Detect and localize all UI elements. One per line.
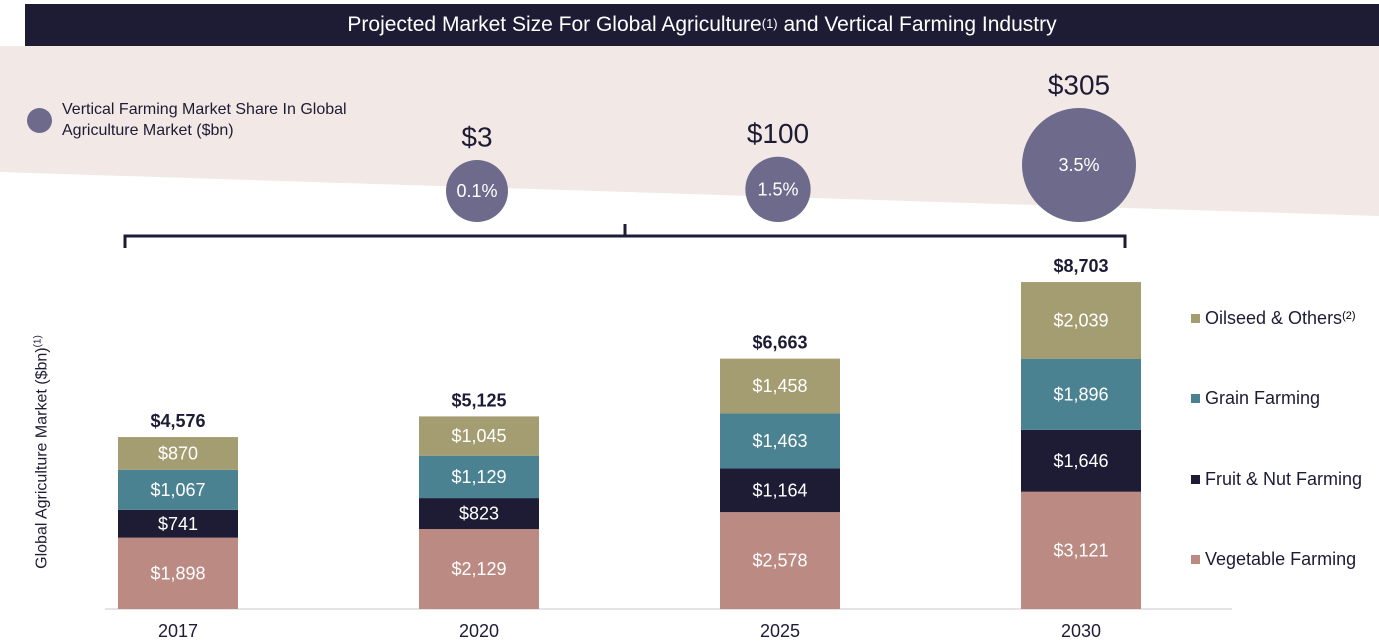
data-label-vegetable-farming-2030: $3,121 (1053, 540, 1108, 560)
data-label-oilseed-others-2017: $870 (158, 443, 198, 463)
bubble-legend-label: Vertical Farming Market Share In Global … (62, 101, 347, 139)
bar-oilseed-others-2017 (118, 437, 238, 470)
bubble-2030 (1022, 108, 1136, 222)
x-tick-2020: 2020 (459, 621, 499, 641)
data-label-fruit-nut-farming-2017: $741 (158, 514, 198, 534)
x-tick-2025: 2025 (760, 621, 800, 641)
x-tick-2030: 2030 (1061, 621, 1101, 641)
bar-fruit-nut-farming-2017 (118, 509, 238, 538)
legend-label-vegetable: Vegetable Farming (1205, 549, 1357, 569)
legend-footnote-oilseed: (2) (1342, 309, 1356, 322)
data-label-grain-farming-2025: $1,463 (752, 431, 807, 451)
legend-swatch-fruit-nut (1191, 475, 1200, 484)
legend-swatch-grain (1191, 394, 1200, 403)
bar-vegetable-farming-2025 (720, 512, 840, 609)
total-label-2020: $5,125 (451, 390, 506, 410)
bubble-value-label-2020: $3 (461, 122, 492, 153)
total-label-2030: $8,703 (1053, 256, 1108, 276)
legend-label-grain: Grain Farming (1205, 388, 1321, 408)
bubble-value-label-2030: $305 (1048, 70, 1110, 101)
data-label-fruit-nut-farming-2030: $1,646 (1053, 451, 1108, 471)
chart-title-footnote: (1) (761, 15, 778, 31)
data-label-oilseed-others-2030: $2,039 (1053, 310, 1108, 330)
bar-grain-farming-2030 (1021, 358, 1141, 430)
bubble-2020 (446, 160, 508, 222)
bar-grain-farming-2020 (419, 455, 539, 499)
total-label-2025: $6,663 (752, 333, 807, 353)
bar-vegetable-farming-2017 (118, 537, 238, 609)
bar-oilseed-others-2030 (1021, 282, 1141, 359)
chart-title-suffix: and Vertical Farming Industry (777, 13, 1057, 36)
data-label-vegetable-farming-2017: $1,898 (150, 563, 205, 583)
bubble-value-label-2025: $100 (747, 118, 809, 149)
y-axis-label-text: Global Agriculture Market ($bn) (33, 347, 51, 569)
bar-fruit-nut-farming-2030 (1021, 429, 1141, 492)
y-axis-label-footnote: (1) (32, 335, 44, 348)
data-label-grain-farming-2017: $1,067 (150, 480, 205, 500)
data-label-fruit-nut-farming-2025: $1,164 (752, 480, 807, 500)
x-tick-2017: 2017 (158, 621, 198, 641)
data-label-vegetable-farming-2025: $2,578 (752, 551, 807, 571)
legend-item-fruit-nut: Fruit & Nut Farming (1191, 469, 1362, 490)
bar-fruit-nut-farming-2020 (419, 498, 539, 530)
bar-grain-farming-2017 (118, 469, 238, 510)
bar-oilseed-others-2020 (419, 416, 539, 456)
data-label-oilseed-others-2020: $1,045 (451, 426, 506, 446)
total-label-2017: $4,576 (150, 411, 205, 431)
bar-oilseed-others-2025 (720, 358, 840, 414)
legend-swatch-oilseed (1191, 314, 1200, 323)
bubble-share-label-2030: 3.5% (1058, 155, 1099, 175)
data-label-vegetable-farming-2020: $2,129 (451, 559, 506, 579)
bar-vegetable-farming-2030 (1021, 491, 1141, 609)
chart-title: Projected Market Size For Global Agricul… (347, 13, 762, 36)
data-label-grain-farming-2020: $1,129 (451, 467, 506, 487)
legend-item-grain: Grain Farming (1191, 388, 1320, 409)
bar-grain-farming-2025 (720, 413, 840, 469)
bar-fruit-nut-farming-2025 (720, 468, 840, 513)
bubble-share-label-2020: 0.1% (456, 181, 497, 201)
data-label-grain-farming-2030: $1,896 (1053, 384, 1108, 404)
chart-title-bar: Projected Market Size For Global Agricul… (25, 4, 1379, 46)
legend-label-fruit-nut: Fruit & Nut Farming (1205, 469, 1363, 489)
bracket (123, 224, 1127, 248)
bubble-legend-marker (27, 107, 52, 133)
bubble-legend: Vertical Farming Market Share In Global … (27, 99, 362, 141)
legend-item-vegetable: Vegetable Farming (1191, 549, 1356, 570)
data-label-oilseed-others-2025: $1,458 (752, 376, 807, 396)
legend-item-oilseed: Oilseed & Others (2) (1191, 308, 1356, 329)
y-axis-label: Global Agriculture Market ($bn)(1) (32, 335, 51, 569)
bubble-share-label-2025: 1.5% (757, 179, 798, 199)
bar-vegetable-farming-2020 (419, 529, 539, 609)
data-label-fruit-nut-farming-2020: $823 (459, 504, 499, 524)
bubble-2025 (745, 156, 811, 222)
legend-swatch-vegetable (1191, 555, 1200, 564)
legend-label-oilseed: Oilseed & Others (1205, 308, 1343, 328)
